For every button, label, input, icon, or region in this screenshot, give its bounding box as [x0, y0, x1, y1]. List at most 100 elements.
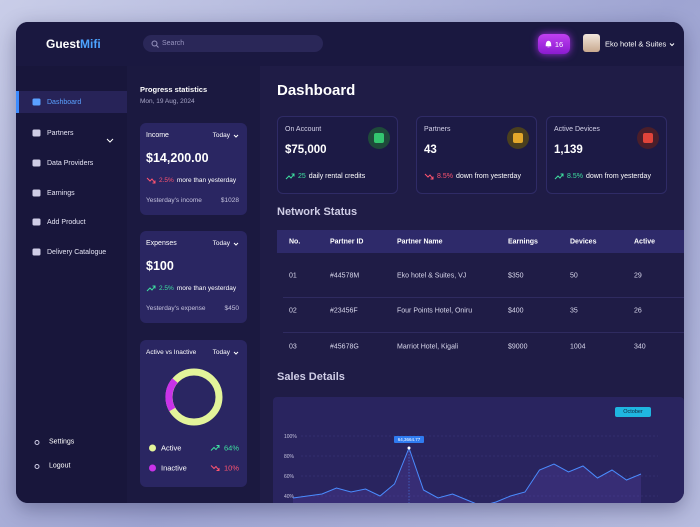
y-tick-label: 40%: [284, 494, 295, 500]
change-row: 2.5% more than yesterday: [146, 177, 236, 184]
trend-icon: [285, 173, 295, 180]
nav-label: Partners: [47, 129, 74, 137]
trend-icon: [554, 173, 564, 180]
section-title: Network Status: [277, 206, 358, 218]
table-cell: #45678G: [330, 343, 359, 351]
nav-icon: [32, 129, 41, 137]
stat-icon-shape: [368, 127, 390, 149]
footer-value: $450: [224, 305, 239, 312]
avatar: [583, 34, 600, 52]
legend-value: 64%: [210, 444, 239, 453]
legend-item: Inactive: [149, 464, 187, 473]
nav-item[interactable]: Data Providers: [16, 152, 127, 174]
user-menu[interactable]: Eko hotel & Suites: [605, 40, 675, 49]
stat-note: 8.5% down from yesterday: [424, 173, 521, 180]
nav-row: Partners: [32, 129, 73, 137]
search-box[interactable]: Search: [143, 35, 323, 52]
change-note: more than yesterday: [176, 177, 237, 184]
logo-text: Mifi: [80, 37, 101, 51]
change-note: more than yesterday: [176, 285, 237, 292]
stat-change: 25: [298, 173, 306, 180]
table-cell: 01: [289, 272, 297, 280]
stat-change: 8.5%: [567, 173, 583, 180]
nav-item[interactable]: Partners: [16, 122, 127, 144]
footer-value: $1028: [220, 197, 239, 204]
sales-panel: October 100% 80% 60% 40% 64,3664.77: [273, 397, 684, 503]
progress-date: Mon, 19 Aug, 2024: [140, 98, 195, 105]
table-cell: #44578M: [330, 272, 360, 280]
nav-icon: [34, 463, 40, 469]
nav-row: Add Product: [32, 218, 86, 226]
table-cell: Four Points Hotel, Oniru: [397, 307, 473, 315]
nav-item[interactable]: Dashboard: [16, 91, 127, 113]
table-cell: Eko hotel & Suites, VJ: [397, 272, 467, 280]
tooltip: [394, 436, 424, 443]
stat-icon: [507, 127, 529, 154]
nav-item[interactable]: Settings: [34, 439, 74, 446]
table-cell: 29: [634, 272, 642, 280]
table-cell: 26: [634, 307, 642, 315]
stat-card: Active Devices 1,139 8.5% down from yesterd…: [546, 116, 667, 194]
amount: $100: [146, 259, 174, 273]
caret: [669, 42, 675, 46]
column-header: Partner Name: [397, 238, 443, 246]
nav-row: Data Providers: [32, 159, 93, 167]
focus-point: [407, 446, 411, 450]
y-tick-label: 60%: [284, 474, 295, 480]
y-tick-label: 100%: [284, 434, 297, 440]
stat-label: Partners: [424, 126, 451, 133]
nav-icon: [32, 98, 41, 106]
card-title: Active vs Inactive: [146, 349, 197, 356]
stat-card: Income Today $14,200.00 2.5% more than yeste…: [140, 123, 247, 215]
column-header: Earnings: [508, 238, 538, 246]
nav-row: Dashboard: [32, 98, 81, 106]
sales-line: [292, 446, 642, 503]
nav-label: Delivery Catalogue: [47, 248, 107, 256]
caret: [233, 351, 239, 355]
stat-value: 43: [424, 144, 437, 156]
change: 2.5%: [159, 285, 174, 292]
stat-value: 1,139: [554, 144, 583, 156]
filter[interactable]: Today: [213, 349, 239, 356]
stat-note: 25 daily rental credits: [285, 173, 365, 180]
table-cell: 03: [289, 343, 297, 351]
chevron: [106, 130, 114, 148]
table-cell: $350: [508, 272, 524, 280]
stat-card: Expenses Today $100 2.5% more than yesterday…: [140, 231, 247, 323]
sales-area: [293, 448, 641, 503]
row-divider: [283, 332, 684, 333]
search-placeholder: Search: [162, 40, 185, 47]
nav-item[interactable]: Add Product: [16, 211, 127, 233]
filter[interactable]: Today: [213, 132, 239, 139]
filter[interactable]: Today: [213, 240, 239, 247]
table-cell: 1004: [570, 343, 586, 351]
nav-label: Settings: [49, 438, 75, 446]
tooltip-text: 64,3664.77: [398, 437, 421, 442]
nav-item[interactable]: Earnings: [16, 182, 127, 204]
trend-icon: [210, 445, 220, 451]
nav-item[interactable]: Logout: [34, 463, 70, 470]
row-divider: [283, 297, 684, 298]
footer-label: Yesterday's income: [146, 197, 202, 204]
stat-label: On Account: [285, 126, 322, 133]
stat-value: $75,000: [285, 144, 327, 156]
donut-segment: [165, 378, 178, 412]
nav-item[interactable]: Delivery Catalogue: [16, 241, 127, 263]
notification-button[interactable]: 16: [538, 34, 570, 54]
trend-icon: [424, 173, 434, 180]
filter-text: Today: [212, 240, 230, 247]
nav-icon: [32, 248, 41, 256]
logo: GuestMifi: [46, 37, 101, 51]
column-header: Partner ID: [330, 238, 364, 246]
month-filter[interactable]: October: [615, 407, 651, 417]
top-bar: [16, 22, 684, 66]
legend-item: Active: [149, 444, 181, 453]
footer-label: Yesterday's expense: [146, 305, 206, 312]
stat-icon-shape: [507, 127, 529, 149]
legend-value: 10%: [210, 464, 239, 473]
logo-text: Guest: [46, 37, 81, 51]
page-title: Dashboard: [277, 82, 356, 99]
stat-change: 8.5%: [437, 173, 453, 180]
stat-note-text: down from yesterday: [585, 173, 651, 180]
